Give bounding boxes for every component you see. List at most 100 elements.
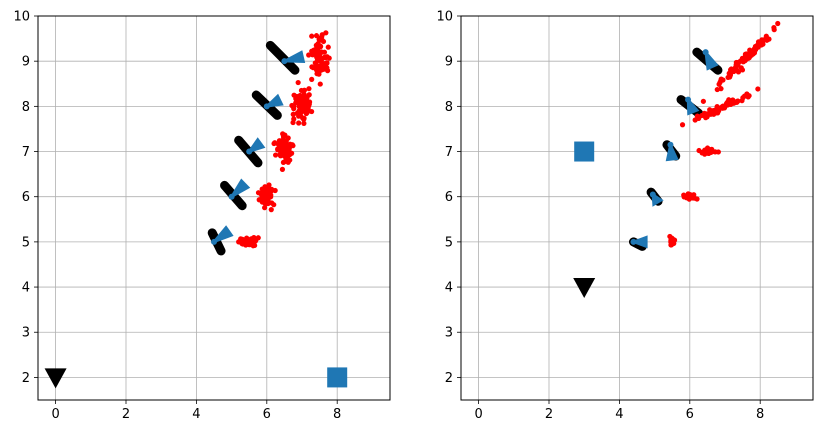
direction-arrow [651, 193, 664, 207]
data-point [317, 43, 323, 49]
data-point [239, 236, 246, 242]
arrow-tip [685, 96, 692, 103]
data-point [266, 199, 272, 206]
data-point [324, 54, 330, 60]
right-plot: 0 2 4 6 8 2 3 4 5 6 7 8 9 10 [436, 10, 814, 423]
y-tick-label: 5 [22, 235, 30, 250]
direction-arrow [633, 235, 648, 249]
point-cluster [255, 182, 278, 213]
data-point [309, 76, 315, 82]
point-clusters [236, 30, 332, 249]
y-tick-label: 7 [445, 145, 453, 160]
axes: 0 2 4 6 8 2 3 4 5 6 7 8 9 10 [436, 10, 764, 423]
data-point [686, 194, 692, 200]
data-point [740, 95, 746, 101]
trajectory-segment [265, 40, 300, 75]
data-point [303, 110, 309, 117]
arrow-tip [281, 58, 288, 65]
left-plot: 0 2 4 6 8 2 3 4 5 6 7 8 9 10 [13, 10, 391, 423]
data-point [290, 111, 296, 117]
data-point [301, 115, 307, 121]
data-point [743, 52, 749, 58]
x-tick-label: 6 [686, 407, 694, 422]
data-point [276, 146, 282, 152]
data-point [726, 97, 732, 103]
data-point [268, 187, 274, 194]
data-point [272, 152, 279, 158]
arrow-tip [702, 49, 709, 56]
point-cluster [306, 30, 332, 87]
point-clusters [667, 20, 781, 248]
data-point [763, 33, 769, 39]
data-point [296, 120, 302, 126]
data-point [746, 93, 752, 99]
y-tick-label: 6 [445, 190, 453, 205]
data-point [321, 49, 328, 55]
data-point [712, 149, 718, 155]
data-point [283, 142, 289, 148]
y-tick-label: 6 [22, 190, 30, 205]
arrow-tip [667, 141, 674, 148]
grid [461, 15, 813, 400]
data-point [302, 96, 308, 103]
data-point [256, 197, 262, 203]
axes-frame [460, 15, 814, 401]
data-point [306, 86, 312, 92]
y-tick-label: 2 [22, 371, 30, 386]
data-point [317, 81, 323, 87]
data-point [325, 68, 331, 74]
y-tick-label: 5 [445, 235, 453, 250]
y-tick-label: 3 [445, 326, 453, 341]
data-point [700, 98, 706, 104]
data-point [283, 147, 289, 153]
arrows [211, 50, 306, 245]
data-point [272, 140, 278, 146]
data-point [714, 86, 720, 93]
data-point [253, 236, 259, 242]
axes: 0 2 4 6 8 2 3 4 5 6 7 8 9 10 [13, 10, 341, 423]
y-tick-label: 2 [445, 371, 453, 386]
data-point [285, 135, 291, 141]
y-tick-label: 8 [22, 100, 30, 115]
data-point [296, 97, 303, 103]
data-point [309, 108, 315, 115]
data-point [739, 67, 746, 73]
data-point [259, 192, 265, 198]
data-point [679, 122, 686, 128]
data-point [727, 74, 733, 80]
data-point [670, 238, 676, 244]
data-point [262, 189, 268, 195]
data-point [681, 192, 687, 198]
direction-arrow [665, 144, 679, 162]
data-point [309, 33, 315, 39]
data-point [291, 103, 297, 109]
data-point [707, 147, 713, 153]
y-tick-label: 4 [445, 281, 453, 296]
data-point [319, 60, 325, 66]
start-triangle-marker [573, 278, 596, 299]
data-point [717, 79, 723, 85]
point-cluster [289, 79, 315, 127]
arrow-tip [246, 148, 253, 155]
data-point [735, 98, 741, 104]
arrow-tip [211, 238, 217, 245]
start-triangle-marker [44, 368, 67, 389]
x-tick-label: 2 [545, 407, 553, 422]
point-cluster [681, 191, 700, 202]
data-point [246, 238, 253, 244]
x-tick-label: 4 [192, 407, 200, 422]
data-point [314, 71, 320, 77]
markers [573, 141, 596, 299]
data-point [310, 65, 316, 71]
y-tick-label: 10 [13, 10, 30, 25]
data-point [277, 151, 283, 157]
arrow-tip [263, 103, 270, 110]
data-point [325, 44, 331, 50]
x-tick-label: 0 [474, 407, 482, 422]
y-tick-label: 9 [445, 55, 453, 70]
data-point [268, 194, 274, 200]
data-point [306, 101, 312, 107]
data-point [751, 46, 758, 52]
data-point [261, 196, 267, 202]
